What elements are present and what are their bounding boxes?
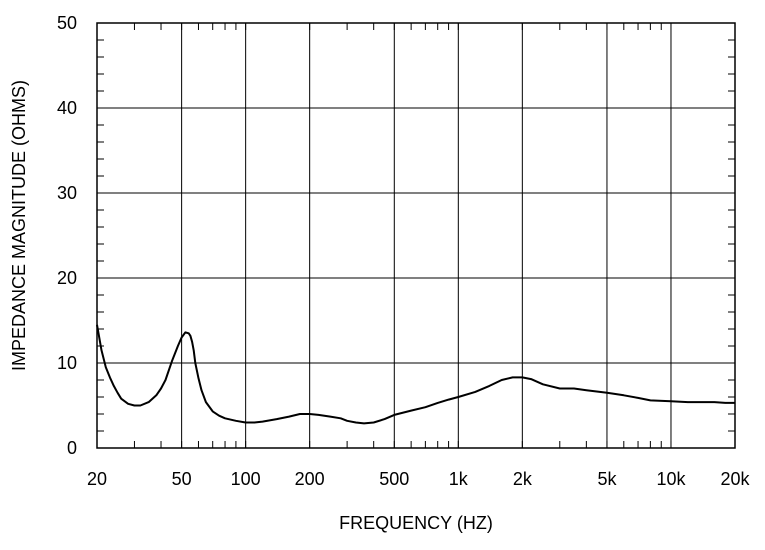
y-tick-label: 30 xyxy=(57,183,77,203)
grid xyxy=(97,23,735,448)
x-tick-label: 100 xyxy=(231,469,261,489)
x-tick-label: 1k xyxy=(449,469,469,489)
impedance-curve xyxy=(96,324,735,425)
x-tick-label: 50 xyxy=(172,469,192,489)
x-tick-labels: 20 50 100 200 500 1k 2k 5k 10k 20k xyxy=(87,469,751,489)
x-tick-label: 200 xyxy=(295,469,325,489)
y-tick-label: 40 xyxy=(57,98,77,118)
y-axis-title: IMPEDANCE MAGNITUDE (OHMS) xyxy=(9,80,29,371)
x-tick-label: 5k xyxy=(597,469,617,489)
y-tick-label: 10 xyxy=(57,353,77,373)
x-tick-label: 20 xyxy=(87,469,107,489)
x-tick-label: 2k xyxy=(513,469,533,489)
y-tick-label: 0 xyxy=(67,438,77,458)
x-tick-label: 10k xyxy=(656,469,686,489)
y-tick-label: 50 xyxy=(57,13,77,33)
y-tick-labels: 0 10 20 30 40 50 xyxy=(57,13,77,458)
y-tick-label: 20 xyxy=(57,268,77,288)
x-tick-label: 500 xyxy=(379,469,409,489)
x-tick-label: 20k xyxy=(720,469,750,489)
series-layer xyxy=(96,324,735,425)
minor-ticks xyxy=(97,23,735,448)
x-axis-title: FREQUENCY (HZ) xyxy=(339,513,493,533)
plot-frame xyxy=(96,22,736,449)
